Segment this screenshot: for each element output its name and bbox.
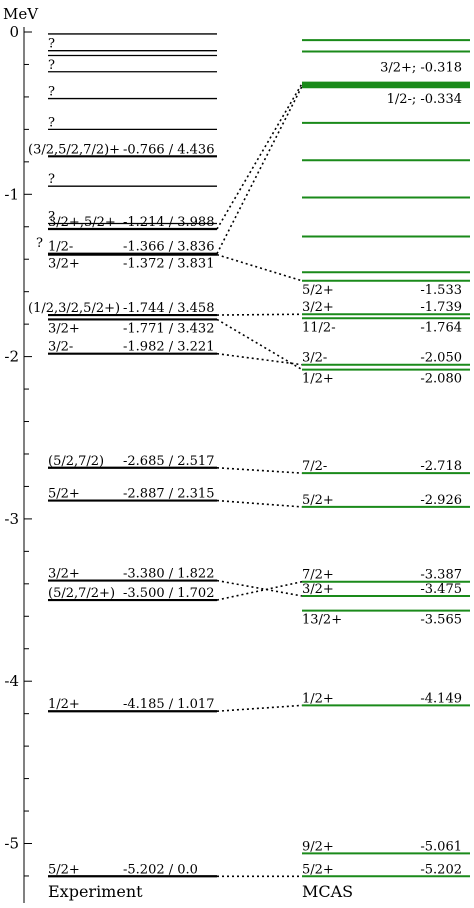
connector-line (216, 85, 303, 255)
mcas-level-label: 1/2-; -0.334 (387, 92, 462, 107)
mcas-spin-label: 3/2+ (302, 300, 334, 315)
mcas-energy-label: -2.080 (420, 372, 462, 387)
experiment-spin-label: ? (48, 172, 55, 187)
experiment-energy-label: -5.202 / 0.0 (123, 862, 198, 877)
axis-tick-label: -1 (4, 185, 19, 203)
mcas-spin-label: 7/2- (302, 459, 327, 474)
mcas-spin-label: 5/2+ (302, 283, 334, 298)
connector-lines (216, 83, 303, 878)
experiment-spin-label: 1/2- (48, 240, 73, 255)
mcas-column-label: MCAS (302, 882, 353, 901)
mcas-spin-label: 1/2+ (302, 372, 334, 387)
experiment-spin-label: 3/2- (48, 340, 73, 355)
connector-line (216, 579, 303, 597)
mcas-energy-label: -3.565 (420, 613, 462, 628)
experiment-energy-label: -3.500 / 1.702 (123, 586, 214, 601)
axis-tick-label: -5 (4, 835, 19, 853)
mcas-energy-label: -1.764 (420, 320, 462, 335)
connector-line (216, 253, 303, 282)
experiment-spin-label: 3/2+ (48, 567, 80, 582)
experiment-energy-label: -1.372 / 3.831 (123, 257, 214, 272)
connector-line (216, 499, 303, 508)
experiment-spin-label: 1/2+ (48, 697, 80, 712)
experiment-energy-label: -0.766 / 4.436 (123, 142, 214, 157)
mcas-energy-label: -2.050 (420, 351, 462, 366)
mcas-energy-label: -5.061 (420, 839, 462, 854)
experiment-spin-label: ? (48, 210, 55, 225)
mcas-energy-label: -2.926 (420, 493, 462, 508)
mcas-spin-label: 3/2+ (302, 582, 334, 597)
experiment-energy-label: -4.185 / 1.017 (123, 697, 214, 712)
mcas-spin-label: 3/2- (302, 351, 327, 366)
experiment-spin-label: ? (48, 85, 55, 100)
experiment-spin-label: (5/2,7/2) (48, 454, 104, 469)
mcas-spin-label: 5/2+ (302, 493, 334, 508)
experiment-spin-label: 3/2+ (48, 257, 80, 272)
mcas-energy-label: -5.202 (420, 862, 462, 877)
experiment-spin-label: 5/2+ (48, 487, 80, 502)
mcas-spin-label: 9/2+ (302, 839, 334, 854)
experiment-spin-label: ? (48, 115, 55, 130)
experiment-energy-label: -2.685 / 2.517 (123, 454, 214, 469)
connector-line (216, 313, 303, 316)
mcas-spin-label: 1/2+ (302, 691, 334, 706)
mcas-energy-label: -1.739 (420, 300, 462, 315)
mcas-energy-label: -4.149 (420, 691, 462, 706)
experiment-spin-label: 3/2+,5/2+ (48, 215, 116, 230)
axis-tick-label: 0 (9, 23, 19, 41)
experiment-spin-label: (1/2,3/2,5/2+) (28, 301, 120, 316)
mcas-energy-label: -2.718 (420, 459, 462, 474)
experiment-spin-label: ? (48, 58, 55, 73)
connector-line (216, 580, 303, 601)
experiment-spin-label: (3/2,5/2,7/2)+ (28, 142, 120, 157)
mcas-levels: 3/2+; -0.318 1/2-; -0.334 5/2+ -1.533 3/2+ -1… (302, 39, 470, 878)
connector-line (216, 83, 303, 230)
experiment-spin-label: ? (48, 37, 55, 52)
mcas-spin-label: 13/2+ (302, 613, 342, 628)
mcas-spin-label: 5/2+ (302, 862, 334, 877)
experiment-spin-label: 5/2+ (48, 862, 80, 877)
experiment-spin-label: 3/2+ (48, 321, 80, 336)
experiment-energy-label: -1.982 / 3.221 (123, 340, 214, 355)
experiment-spin-label: ? (36, 236, 43, 251)
experiment-energy-label: -1.771 / 3.432 (123, 321, 214, 336)
axis-tick-label: -4 (4, 672, 19, 690)
experiment-energy-label: -2.887 / 2.315 (123, 487, 214, 502)
connector-line (216, 466, 303, 474)
mcas-energy-label: -3.387 (420, 568, 462, 583)
mcas-spin-label: 11/2- (302, 320, 336, 335)
experiment-energy-label: -1.214 / 3.988 (123, 215, 214, 230)
connector-line (216, 352, 303, 366)
connector-line (216, 318, 303, 371)
mcas-energy-label: -3.475 (420, 582, 462, 597)
axis-tick-label: -2 (4, 348, 19, 366)
mcas-spin-label: 7/2+ (302, 568, 334, 583)
experiment-energy-label: -1.744 / 3.458 (123, 301, 214, 316)
experiment-levels: ????(3/2,5/2,7/2)+ -0.766 / 4.436??3/2+,5… (28, 33, 217, 878)
axis-tick-label: -3 (4, 510, 19, 528)
mcas-level-label: 3/2+; -0.318 (380, 61, 462, 76)
experiment-energy-label: -3.380 / 1.822 (123, 567, 214, 582)
energy-axis: 0 -1 -2 -3 -4 -5 (4, 23, 32, 908)
experiment-energy-label: -1.366 / 3.836 (123, 240, 214, 255)
mcas-energy-label: -1.533 (420, 283, 462, 298)
connector-line (216, 704, 303, 713)
experiment-column-label: Experiment (48, 882, 143, 901)
axis-unit-label: MeV (3, 5, 39, 23)
experiment-spin-label: (5/2,7/2+) (48, 586, 115, 601)
